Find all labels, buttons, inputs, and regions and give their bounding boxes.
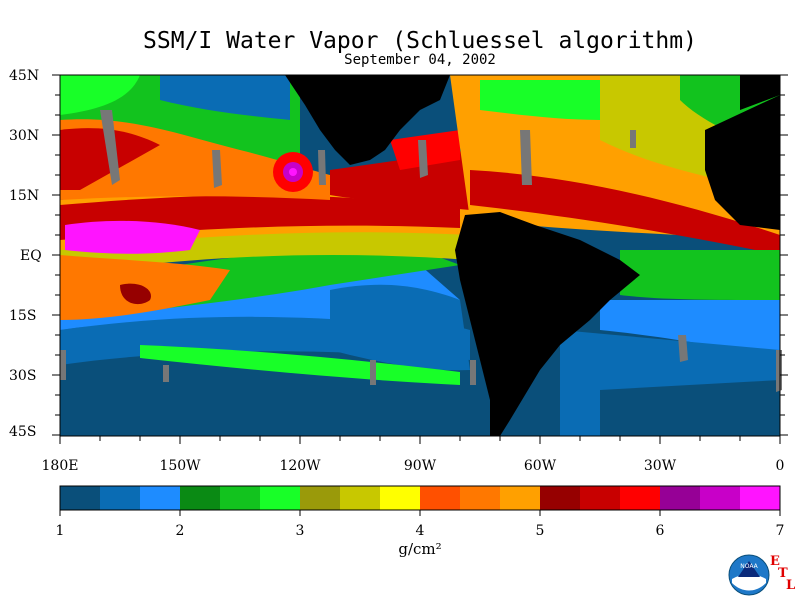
missing-data-swaths — [60, 110, 782, 392]
colorbar-label-5: 5 — [535, 523, 545, 539]
land-masses — [285, 75, 780, 436]
colorbar-swatch — [620, 486, 661, 510]
logo-letter-t: T — [778, 566, 788, 581]
colorbar-swatch — [180, 486, 221, 510]
colorbar-swatch — [500, 486, 541, 510]
noaa-etl-logo: NOAA E T L — [728, 553, 798, 597]
colorbar-swatch — [340, 486, 381, 510]
colorbar — [59, 486, 781, 516]
africa-land — [705, 95, 780, 230]
map-title: SSM/I Water Vapor (Schluessel algorithm) — [143, 28, 697, 54]
colorbar-label-4: 4 — [415, 523, 425, 539]
colorbar-swatch — [420, 486, 461, 510]
water-vapor-field — [60, 75, 780, 436]
lat-label-30s: 30S — [9, 368, 37, 384]
swath — [470, 360, 476, 385]
colorbar-swatch — [540, 486, 581, 510]
logo-letter-l: L — [786, 578, 796, 593]
swath — [776, 350, 782, 392]
colorbar-swatch — [460, 486, 501, 510]
lon-label-150w: 150W — [159, 458, 201, 474]
colorbar-label-3: 3 — [295, 523, 305, 539]
lon-label-0: 0 — [775, 458, 785, 474]
europe-land — [740, 75, 780, 110]
swath — [370, 360, 376, 385]
colorbar-swatch — [740, 486, 781, 510]
colorbar-label-7: 7 — [775, 523, 785, 539]
lon-label-60w: 60W — [523, 458, 557, 474]
colorbar-label-2: 2 — [175, 523, 185, 539]
lat-label-15s: 15S — [9, 308, 37, 324]
lon-label-120w: 120W — [279, 458, 321, 474]
north-america-land — [285, 75, 450, 165]
lat-label-15n: 15N — [9, 188, 40, 204]
colorbar-swatch — [700, 486, 741, 510]
swath — [630, 130, 636, 148]
logo-letter-e: E — [770, 554, 780, 569]
swath — [100, 110, 120, 185]
noaa-logo-icon: NOAA — [728, 554, 770, 596]
swath — [212, 150, 222, 188]
colorbar-swatch — [100, 486, 141, 510]
colorbar-frame — [59, 485, 781, 511]
colorbar-swatch — [140, 486, 181, 510]
swath — [163, 365, 169, 382]
south-america-land — [455, 212, 640, 436]
colorbar-swatch — [220, 486, 261, 510]
colorbar-units: g/cm² — [398, 540, 442, 558]
swath — [520, 130, 532, 185]
swath — [318, 150, 326, 185]
lat-label-45s: 45S — [9, 424, 37, 440]
colorbar-swatch — [300, 486, 341, 510]
noaa-logo-text: NOAA — [740, 563, 758, 570]
colorbar-swatch — [60, 486, 101, 510]
colorbar-label-6: 6 — [655, 523, 665, 539]
colorbar-swatch — [660, 486, 701, 510]
colorbar-label-1: 1 — [55, 523, 65, 539]
map-ticks — [52, 74, 788, 444]
lon-label-90w: 90W — [403, 458, 437, 474]
colorbar-swatch — [580, 486, 621, 510]
swath — [678, 335, 688, 362]
lat-label-eq: EQ — [20, 248, 42, 264]
lat-label-45n: 45N — [9, 68, 40, 84]
lon-label-30w: 30W — [643, 458, 677, 474]
lon-label-180e: 180E — [41, 458, 79, 474]
colorbar-swatch — [260, 486, 301, 510]
swath — [418, 140, 428, 178]
colorbar-swatch — [380, 486, 421, 510]
lat-label-30n: 30N — [9, 128, 40, 144]
swath — [60, 350, 66, 380]
map-date: September 04, 2002 — [344, 52, 496, 68]
